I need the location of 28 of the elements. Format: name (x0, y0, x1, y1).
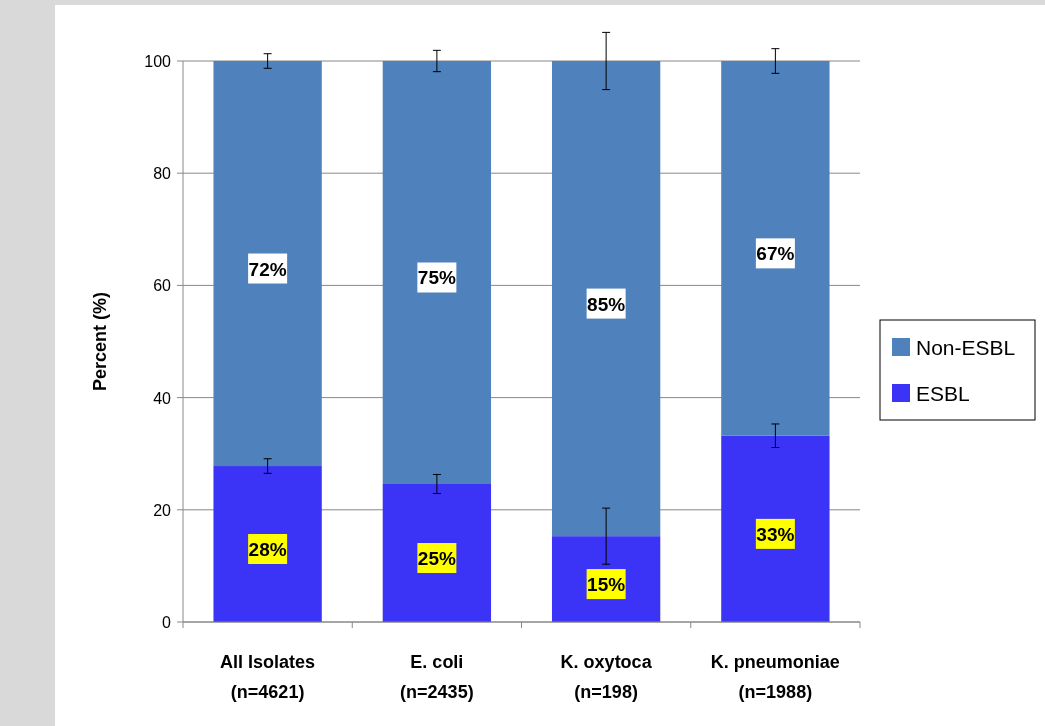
bar (721, 435, 830, 622)
data-label: 33% (756, 523, 795, 545)
bar (721, 61, 830, 436)
y-tick-label: 80 (153, 165, 172, 183)
y-tick-label: 60 (153, 277, 172, 295)
bar (213, 466, 322, 622)
y-axis-title: Percent (%) (90, 291, 110, 392)
x-tick-label: All Isolates (n=4621) (220, 652, 316, 702)
legend-label: ESBL (916, 382, 970, 405)
bar (551, 61, 661, 537)
data-label: 28% (248, 539, 287, 561)
y-tick-label: 40 (153, 389, 172, 407)
x-tick-label: K. oxytoca (n=198) (560, 652, 653, 702)
legend-label: Non-ESBL (916, 336, 1016, 359)
bar (213, 61, 322, 467)
data-label: 75% (417, 267, 456, 289)
y-tick-label: 0 (162, 614, 172, 631)
data-label: 72% (248, 258, 287, 280)
y-tick-label: 20 (153, 501, 172, 519)
x-tick-label: K. pneumoniae (n=1988) (710, 652, 840, 702)
y-tick-label: 100 (144, 53, 172, 70)
x-tick-label: E. coli (n=2435) (400, 652, 474, 702)
bar (382, 483, 492, 622)
data-label: 85% (587, 293, 626, 315)
data-label: 15% (587, 574, 626, 596)
data-label: 25% (417, 548, 456, 569)
bar (382, 61, 492, 484)
data-label: 67% (756, 243, 795, 265)
